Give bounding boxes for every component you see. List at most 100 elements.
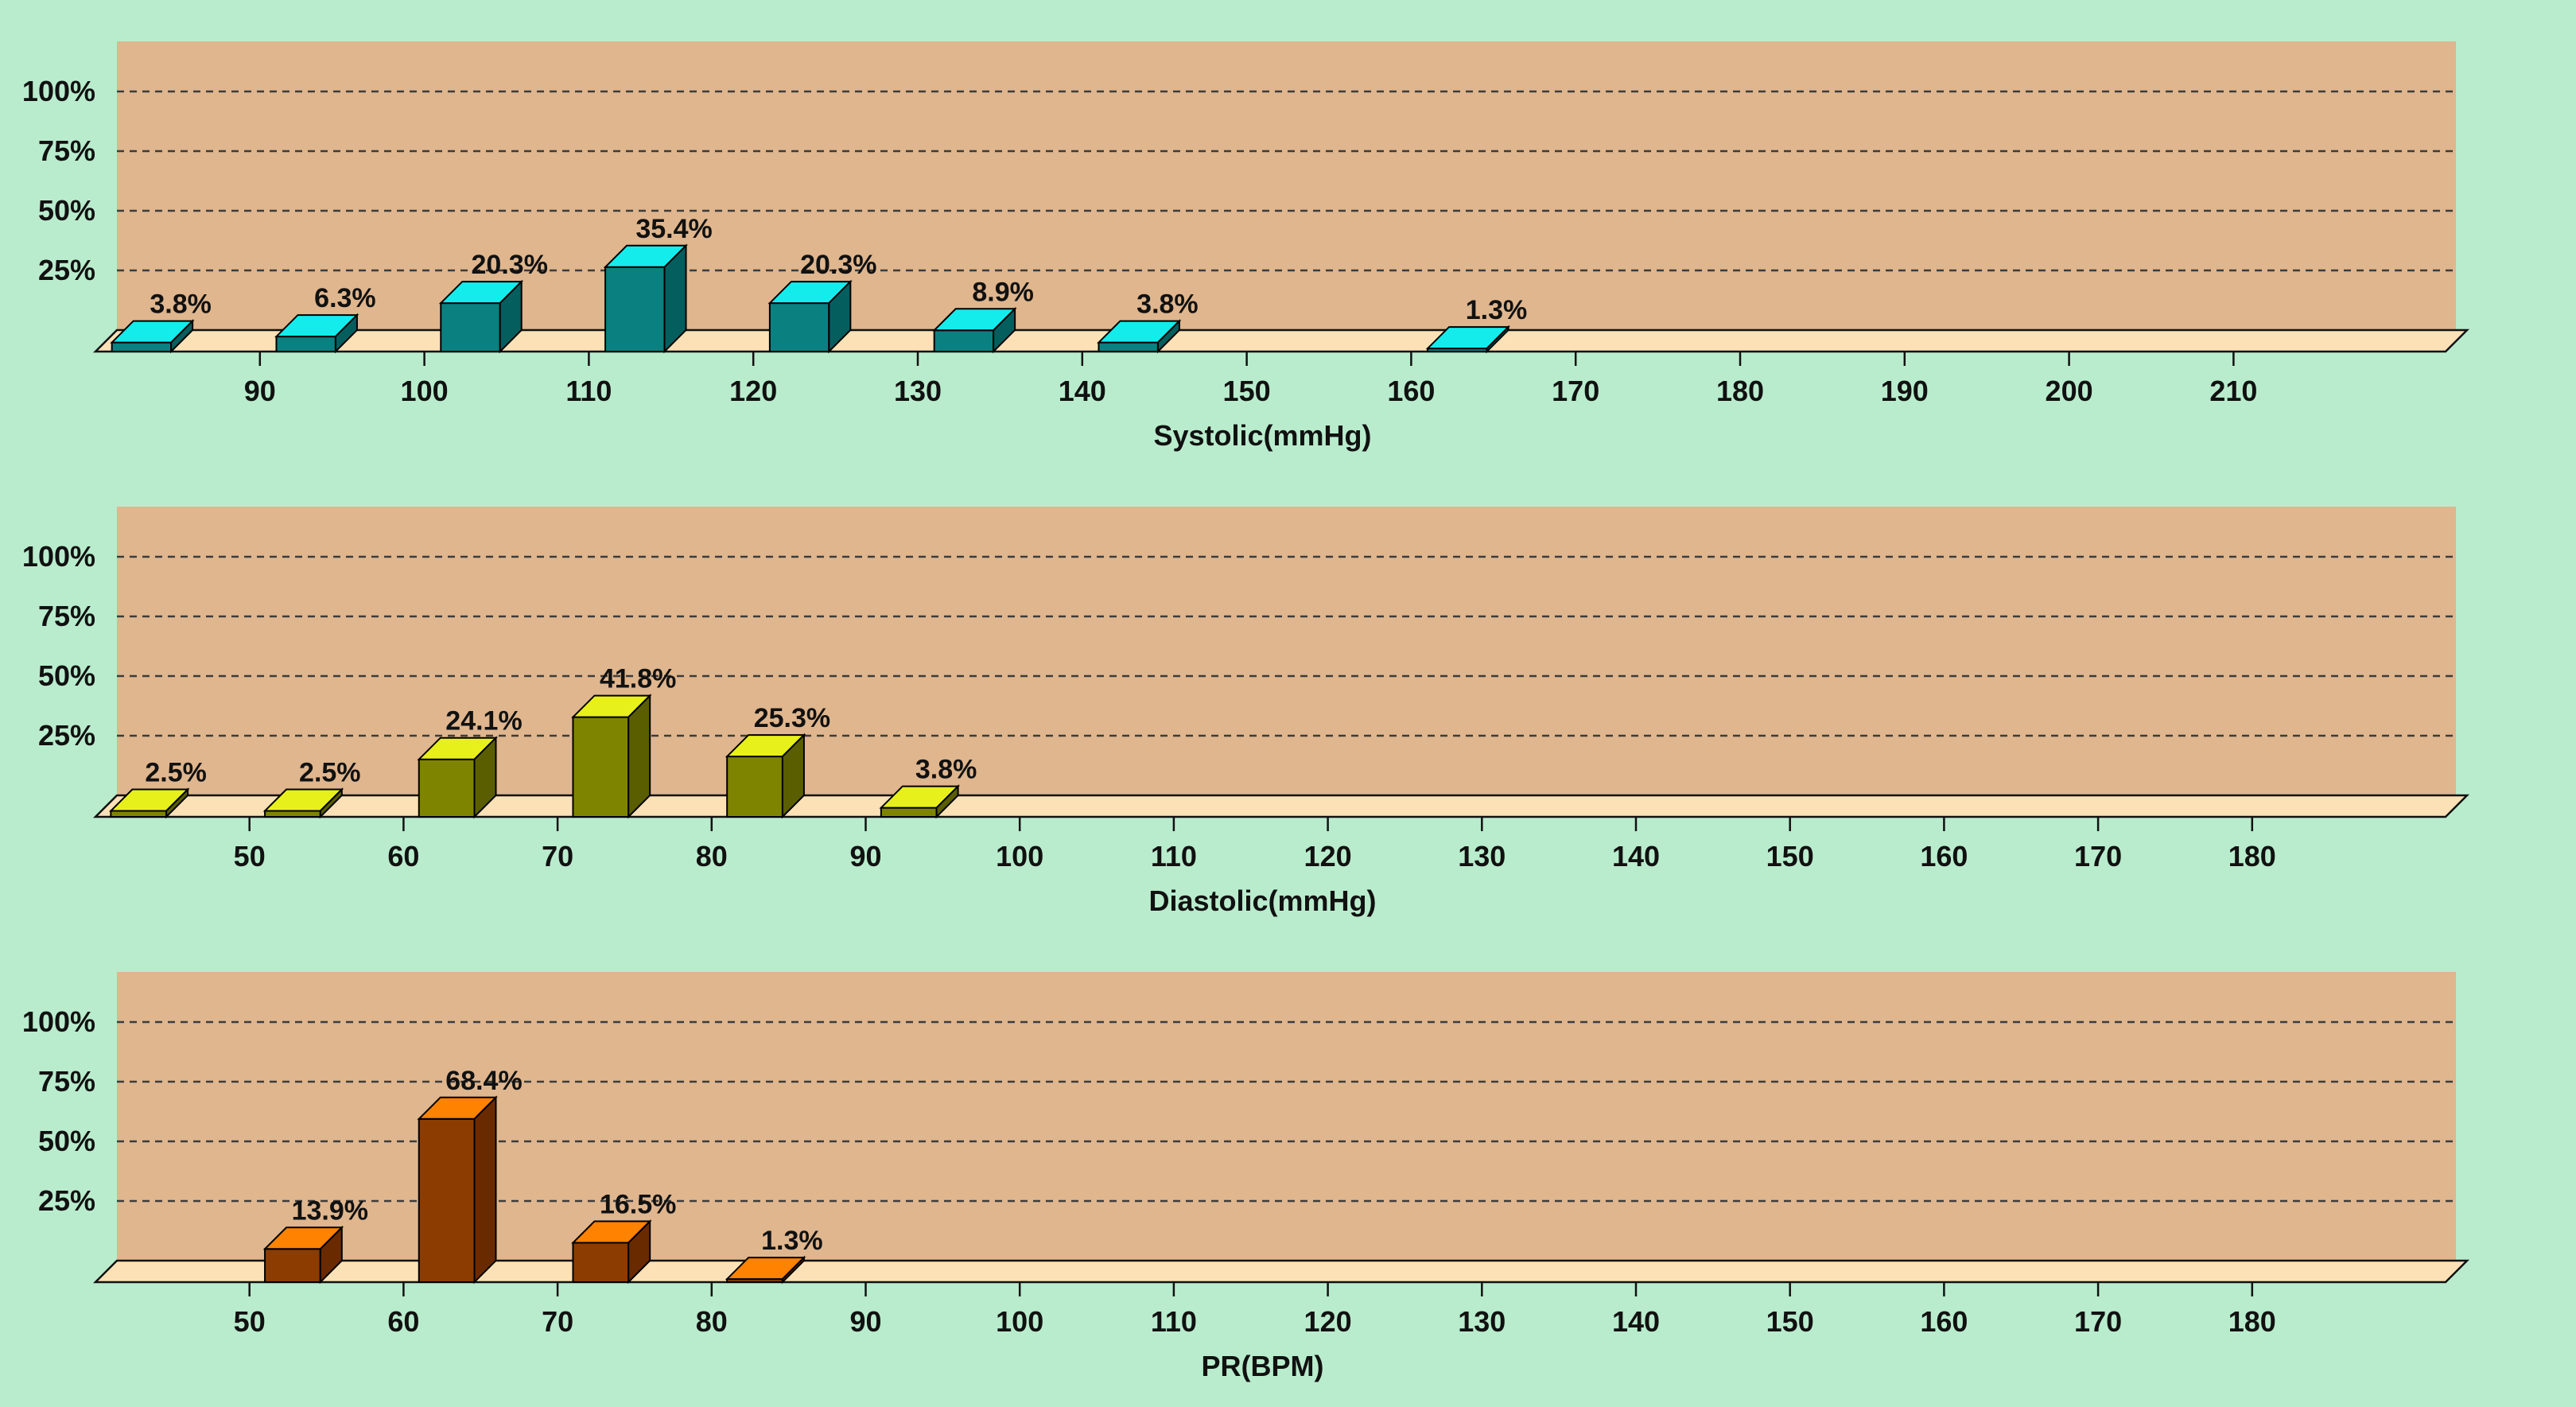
systolic-bar-side [499,279,523,354]
pr-bar-front [418,1117,476,1284]
diastolic-x-axis-title: Diastolic(mmHg) [1148,884,1376,917]
diastolic-bar-side [165,787,189,819]
pr-bar-side [473,1095,497,1285]
pr-plot-area [117,972,2456,1261]
pr-bar [725,1255,806,1285]
diastolic-y-tick-label: 75% [38,600,95,632]
diastolic-bar-front [880,806,938,818]
pr-bar-front [264,1248,321,1284]
diastolic-bar [879,784,961,819]
pr-x-tick-label: 130 [1458,1305,1506,1338]
diastolic-bar [262,787,344,819]
diastolic-bar-front [572,716,630,818]
systolic-x-tick-label: 200 [2046,375,2093,407]
diastolic-bar [108,787,190,819]
diastolic-x-tick-label: 90 [849,840,881,873]
diastolic-data-label: 41.8% [600,664,676,694]
diastolic-y-tick-label: 50% [38,659,95,692]
pr-data-label: 16.5% [600,1190,676,1220]
diastolic-data-label: 3.8% [915,755,977,785]
systolic-y-tick-label: 50% [38,194,95,227]
systolic-x-tick-label: 90 [244,375,276,407]
diastolic-x-tick-label: 100 [996,840,1043,873]
pr-x-tick-label: 110 [1151,1305,1197,1338]
pr-x-tick-label: 170 [2074,1305,2122,1338]
systolic-data-label: 1.3% [1466,295,1528,325]
diastolic-y-tick-label: 25% [38,719,95,752]
systolic-x-tick-label: 140 [1059,375,1106,407]
systolic-x-axis-title: Systolic(mmHg) [1153,419,1371,452]
diastolic-bar-side [319,787,343,819]
systolic-x-tick-label: 100 [401,375,449,407]
systolic-bar-front [275,336,336,353]
diastolic-bar-side [781,733,805,819]
pr-x-tick-label: 150 [1766,1305,1814,1338]
systolic-y-tick-label: 100% [22,75,95,107]
diastolic-bar [571,694,652,819]
pr-x-tick-label: 60 [387,1305,419,1338]
pr-x-tick-label: 90 [849,1305,881,1338]
diastolic-bar-front [264,810,321,818]
systolic-data-label: 20.3% [800,250,876,280]
diastolic-x-tick-label: 150 [1766,840,1814,873]
pr-bar-front [572,1242,630,1283]
systolic-data-label: 3.8% [1136,290,1199,320]
pr-x-tick-label: 120 [1304,1305,1352,1338]
systolic-bar-front [604,266,666,352]
pr-x-tick-label: 160 [1920,1305,1968,1338]
systolic-bar-front [933,329,995,352]
systolic-bar-side [828,279,852,354]
diastolic-bar [417,736,498,819]
pr-bar-side [319,1225,343,1285]
systolic-data-label: 8.9% [972,277,1034,307]
diastolic-bar-front [726,756,783,818]
systolic-x-tick-label: 210 [2209,375,2257,407]
systolic-y-tick-label: 75% [38,134,95,167]
systolic-y-tick-label: 25% [38,254,95,286]
systolic-data-label: 20.3% [472,250,548,280]
pr-y-tick-label: 25% [38,1184,95,1217]
diastolic-bar-front [418,758,476,818]
diastolic-y-tick-label: 100% [22,540,95,573]
pr-floor [92,1259,2470,1284]
diastolic-data-label: 2.5% [299,758,361,788]
pr-chart: 100% 75% 50% 25% 13.9% 68.4% 16.5% 1.3% 50 60 70 80… [22,972,2470,1382]
diastolic-bar [725,733,806,819]
diastolic-x-tick-label: 160 [1920,840,1968,873]
pr-x-tick-label: 80 [696,1305,728,1338]
systolic-data-label: 3.8% [150,290,212,320]
systolic-x-tick-label: 110 [565,375,612,407]
diastolic-data-label: 24.1% [445,706,522,737]
charts-layer: 100% 75% 50% 25% 3.8% 6.3% 20.3% 35.4% 20.3% 8.9%… [22,41,2470,1382]
pr-x-tick-label: 70 [542,1305,573,1338]
diastolic-plot-area [117,507,2456,795]
diastolic-x-tick-label: 60 [387,840,419,873]
systolic-bar [110,319,195,354]
pr-data-label: 13.9% [292,1195,368,1226]
pr-y-tick-label: 50% [38,1125,95,1157]
systolic-x-tick-label: 130 [894,375,942,407]
systolic-bar-front [1098,341,1159,353]
systolic-bar [1425,325,1510,354]
diastolic-x-tick-label: 120 [1304,840,1352,873]
diastolic-x-tick-label: 70 [542,840,573,873]
pr-bar [417,1095,498,1285]
pr-bar [571,1219,652,1285]
pr-x-tick-label: 140 [1612,1305,1660,1338]
systolic-bar [1097,319,1182,354]
systolic-bar [438,279,524,354]
pr-y-tick-label: 75% [38,1065,95,1098]
systolic-bar [767,279,853,354]
diastolic-x-tick-label: 140 [1612,840,1660,873]
systolic-data-label: 35.4% [635,214,712,244]
systolic-bar-front [111,341,173,353]
systolic-data-label: 6.3% [314,283,376,313]
diastolic-chart: 100% 75% 50% 25% 2.5% 2.5% 24.1% 41.8% 25.3% 3.8%… [22,507,2470,917]
pr-x-tick-label: 180 [2228,1305,2276,1338]
systolic-bar [932,306,1017,354]
pr-data-label: 1.3% [761,1226,823,1256]
diastolic-x-tick-label: 170 [2074,840,2122,873]
systolic-bar-side [170,319,194,354]
